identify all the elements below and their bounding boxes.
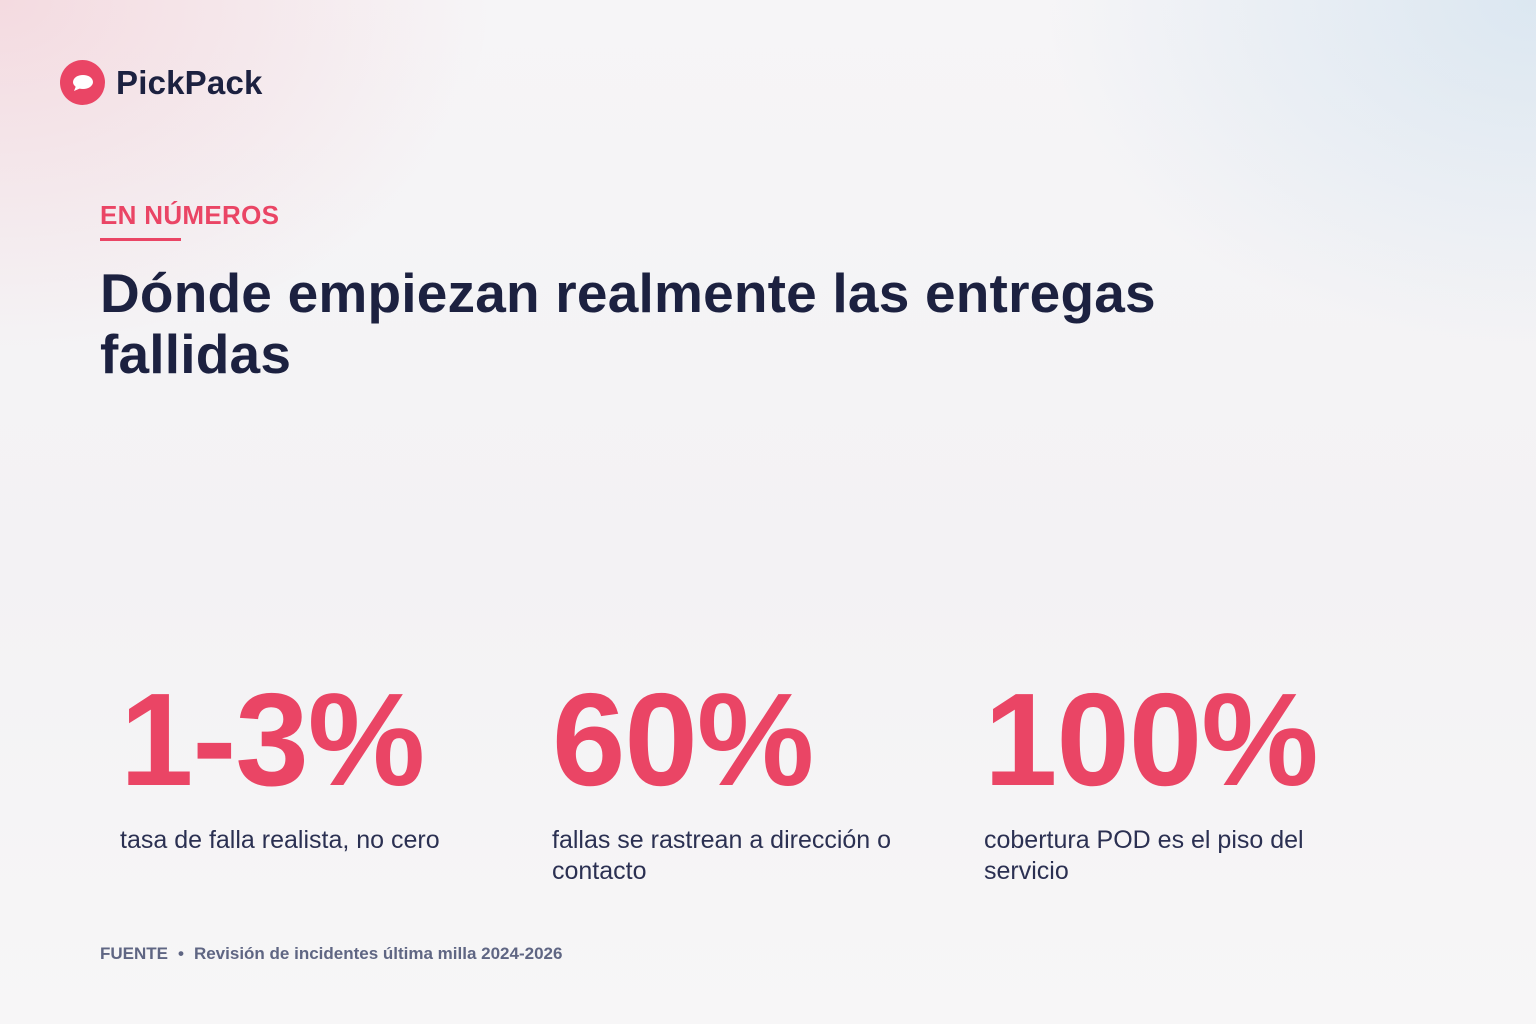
section-eyebrow: EN NÚMEROS bbox=[100, 200, 280, 230]
page-title: Dónde empiezan realmente las entregas fa… bbox=[100, 262, 1156, 385]
stat-value: 100% bbox=[984, 666, 1319, 813]
brand: PickPack bbox=[60, 60, 263, 105]
stat-value: 1-3% bbox=[120, 666, 425, 813]
stat-label: fallas se rastrean a dirección o contact… bbox=[552, 826, 892, 885]
source-footer: FUENTE • Revisión de incidentes última m… bbox=[100, 944, 562, 964]
eyebrow-underline bbox=[100, 238, 181, 241]
source-label: FUENTE bbox=[100, 944, 168, 963]
speech-bubble-icon bbox=[60, 60, 105, 105]
stat-card: 100% cobertura POD es el piso del servic… bbox=[984, 666, 1384, 887]
stat-card: 1-3% tasa de falla realista, no cero bbox=[120, 666, 520, 856]
stat-label: cobertura POD es el piso del servicio bbox=[984, 826, 1304, 885]
source-text: Revisión de incidentes última milla 2024… bbox=[193, 944, 563, 963]
stat-value: 60% bbox=[552, 666, 814, 813]
stat-label: tasa de falla realista, no cero bbox=[120, 826, 440, 854]
stat-card: 60% fallas se rastrean a dirección o con… bbox=[552, 666, 952, 887]
source-separator: • bbox=[178, 944, 184, 963]
brand-name: PickPack bbox=[116, 63, 263, 101]
